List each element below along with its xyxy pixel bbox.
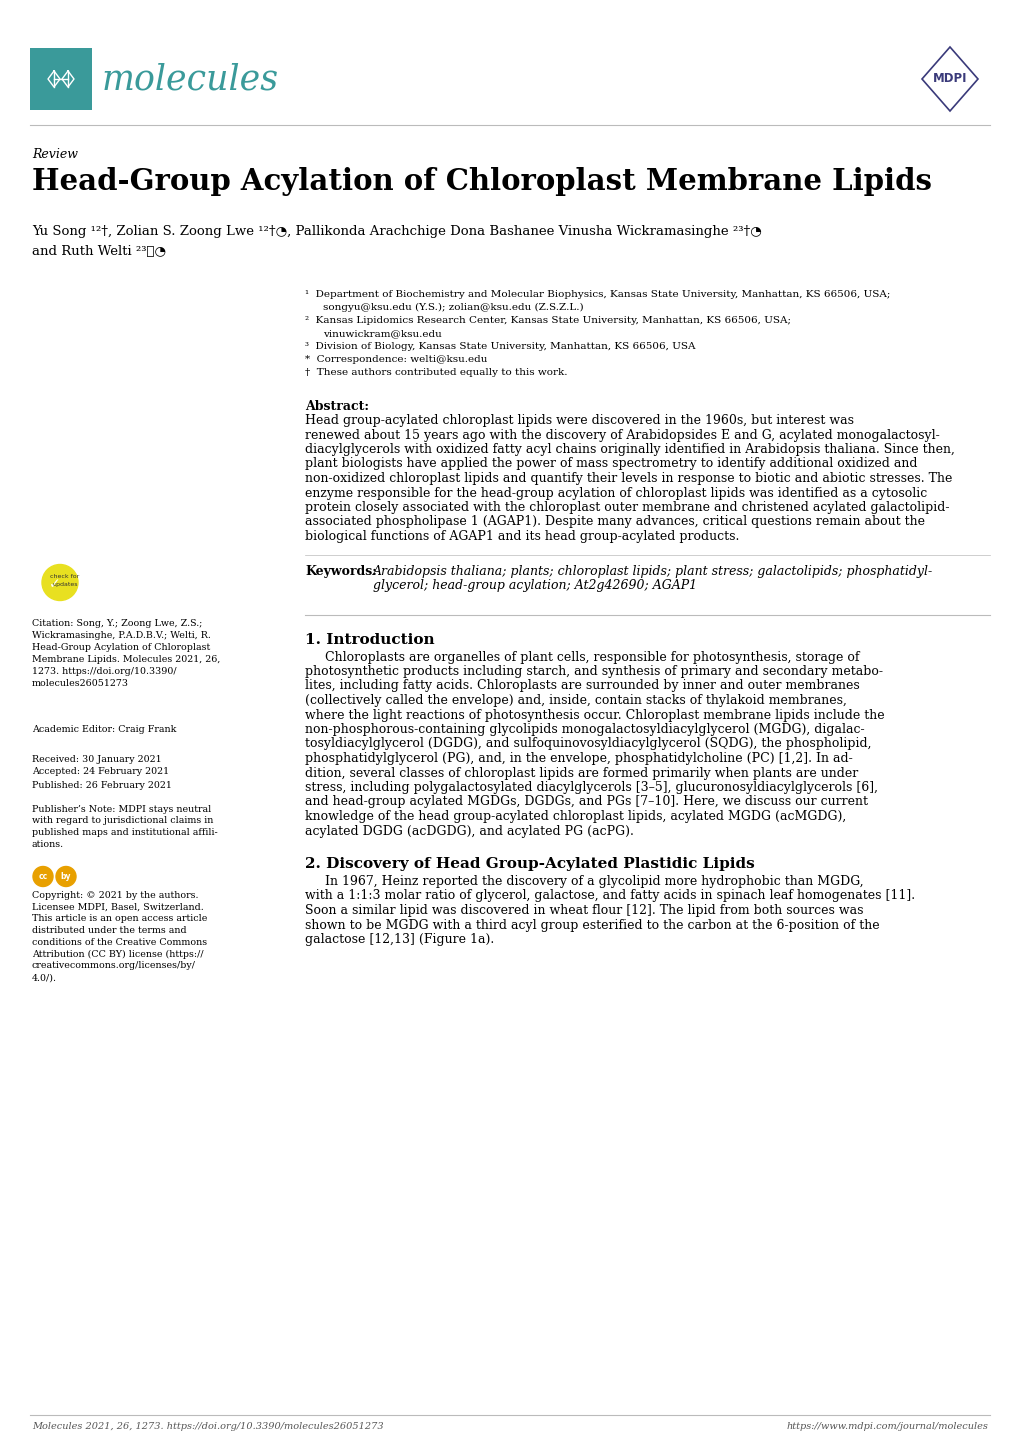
Text: protein closely associated with the chloroplast outer membrane and christened ac: protein closely associated with the chlo… bbox=[305, 500, 949, 513]
Text: https://www.mdpi.com/journal/molecules: https://www.mdpi.com/journal/molecules bbox=[786, 1422, 987, 1430]
Text: galactose [12,13] (Figure 1a).: galactose [12,13] (Figure 1a). bbox=[305, 933, 494, 946]
Text: Molecules 2021, 26, 1273. https://doi.org/10.3390/molecules26051273: Molecules 2021, 26, 1273. https://doi.or… bbox=[32, 1422, 383, 1430]
Text: diacylglycerols with oxidized fatty acyl chains originally identified in Arabido: diacylglycerols with oxidized fatty acyl… bbox=[305, 443, 954, 456]
Text: Accepted: 24 February 2021: Accepted: 24 February 2021 bbox=[32, 767, 169, 776]
Text: ¹  Department of Biochemistry and Molecular Biophysics, Kansas State University,: ¹ Department of Biochemistry and Molecul… bbox=[305, 290, 890, 298]
Text: shown to be MGDG with a third acyl group esterified to the carbon at the 6-posit: shown to be MGDG with a third acyl group… bbox=[305, 919, 878, 932]
Text: ²  Kansas Lipidomics Research Center, Kansas State University, Manhattan, KS 665: ² Kansas Lipidomics Research Center, Kan… bbox=[305, 316, 790, 324]
Text: enzyme responsible for the head-group acylation of chloroplast lipids was identi: enzyme responsible for the head-group ac… bbox=[305, 486, 926, 499]
Text: non-oxidized chloroplast lipids and quantify their levels in response to biotic : non-oxidized chloroplast lipids and quan… bbox=[305, 472, 952, 485]
Text: phosphatidylglycerol (PG), and, in the envelope, phosphatidylcholine (PC) [1,2].: phosphatidylglycerol (PG), and, in the e… bbox=[305, 751, 852, 766]
Text: Publisher’s Note: MDPI stays neutral
with regard to jurisdictional claims in
pub: Publisher’s Note: MDPI stays neutral wit… bbox=[32, 805, 217, 849]
Text: †  These authors contributed equally to this work.: † These authors contributed equally to t… bbox=[305, 368, 567, 376]
Text: (collectively called the envelope) and, inside, contain stacks of thylakoid memb: (collectively called the envelope) and, … bbox=[305, 694, 846, 707]
Text: by: by bbox=[61, 872, 71, 881]
Text: Copyright: © 2021 by the authors.
Licensee MDPI, Basel, Switzerland.
This articl: Copyright: © 2021 by the authors. Licens… bbox=[32, 891, 207, 982]
Text: Keywords:: Keywords: bbox=[305, 564, 376, 577]
Text: check for: check for bbox=[50, 574, 79, 580]
Text: photosynthetic products including starch, and synthesis of primary and secondary: photosynthetic products including starch… bbox=[305, 665, 882, 678]
Text: songyu@ksu.edu (Y.S.); zolian@ksu.edu (Z.S.Z.L.): songyu@ksu.edu (Y.S.); zolian@ksu.edu (Z… bbox=[323, 303, 583, 311]
Text: lites, including fatty acids. Chloroplasts are surrounded by inner and outer mem: lites, including fatty acids. Chloroplas… bbox=[305, 679, 859, 692]
Text: where the light reactions of photosynthesis occur. Chloroplast membrane lipids i: where the light reactions of photosynthe… bbox=[305, 708, 883, 721]
Text: plant biologists have applied the power of mass spectrometry to identify additio: plant biologists have applied the power … bbox=[305, 457, 917, 470]
Text: cc: cc bbox=[39, 872, 48, 881]
Text: vinuwickram@ksu.edu: vinuwickram@ksu.edu bbox=[323, 329, 441, 337]
Text: acylated DGDG (acDGDG), and acylated PG (acPG).: acylated DGDG (acDGDG), and acylated PG … bbox=[305, 825, 633, 838]
Text: dition, several classes of chloroplast lipids are formed primarily when plants a: dition, several classes of chloroplast l… bbox=[305, 767, 857, 780]
Text: Head-Group Acylation of Chloroplast Membrane Lipids: Head-Group Acylation of Chloroplast Memb… bbox=[32, 167, 931, 196]
Text: biological functions of AGAP1 and its head group-acylated products.: biological functions of AGAP1 and its he… bbox=[305, 531, 739, 544]
Bar bbox=[30, 48, 92, 110]
Text: tosyldiacylglycerol (DGDG), and sulfoquinovosyldiacylglycerol (SQDG), the phosph: tosyldiacylglycerol (DGDG), and sulfoqui… bbox=[305, 737, 870, 750]
Text: Received: 30 January 2021: Received: 30 January 2021 bbox=[32, 754, 161, 763]
Text: knowledge of the head group-acylated chloroplast lipids, acylated MGDG (acMGDG),: knowledge of the head group-acylated chl… bbox=[305, 810, 846, 823]
Text: Soon a similar lipid was discovered in wheat flour [12]. The lipid from both sou: Soon a similar lipid was discovered in w… bbox=[305, 904, 863, 917]
Text: Head group-acylated chloroplast lipids were discovered in the 1960s, but interes: Head group-acylated chloroplast lipids w… bbox=[305, 414, 853, 427]
Text: ✓: ✓ bbox=[49, 577, 61, 591]
Text: with a 1:1:3 molar ratio of glycerol, galactose, and fatty acids in spinach leaf: with a 1:1:3 molar ratio of glycerol, ga… bbox=[305, 890, 914, 903]
Text: MDPI: MDPI bbox=[931, 72, 966, 85]
Text: 1. Introduction: 1. Introduction bbox=[305, 633, 434, 646]
Text: and Ruth Welti ²³⋆◔: and Ruth Welti ²³⋆◔ bbox=[32, 245, 166, 258]
Text: Review: Review bbox=[32, 149, 77, 162]
Text: Citation: Song, Y.; Zoong Lwe, Z.S.;
Wickramasinghe, P.A.D.B.V.; Welti, R.
Head-: Citation: Song, Y.; Zoong Lwe, Z.S.; Wic… bbox=[32, 620, 220, 688]
Text: stress, including polygalactosylated diacylglycerols [3–5], glucuronosyldiacylgl: stress, including polygalactosylated dia… bbox=[305, 782, 877, 795]
Text: molecules: molecules bbox=[102, 62, 279, 97]
Text: 2. Discovery of Head Group-Acylated Plastidic Lipids: 2. Discovery of Head Group-Acylated Plas… bbox=[305, 857, 754, 871]
Text: *  Correspondence: welti@ksu.edu: * Correspondence: welti@ksu.edu bbox=[305, 355, 487, 363]
Text: updates: updates bbox=[52, 583, 77, 587]
Text: associated phospholipase 1 (AGAP1). Despite many advances, critical questions re: associated phospholipase 1 (AGAP1). Desp… bbox=[305, 515, 924, 529]
Text: renewed about 15 years ago with the discovery of Arabidopsides E and G, acylated: renewed about 15 years ago with the disc… bbox=[305, 428, 938, 441]
Text: Abstract:: Abstract: bbox=[305, 399, 369, 412]
Text: Yu Song ¹²†, Zolian S. Zoong Lwe ¹²†◔, Pallikonda Arachchige Dona Bashanee Vinus: Yu Song ¹²†, Zolian S. Zoong Lwe ¹²†◔, P… bbox=[32, 225, 761, 238]
Circle shape bbox=[56, 867, 76, 887]
Circle shape bbox=[33, 867, 53, 887]
Text: non-phosphorous-containing glycolipids monogalactosyldiacylglycerol (MGDG), diga: non-phosphorous-containing glycolipids m… bbox=[305, 722, 864, 735]
Text: Chloroplasts are organelles of plant cells, responsible for photosynthesis, stor: Chloroplasts are organelles of plant cel… bbox=[305, 650, 859, 663]
Text: Published: 26 February 2021: Published: 26 February 2021 bbox=[32, 780, 172, 790]
Text: Arabidopsis thaliana; plants; chloroplast lipids; plant stress; galactolipids; p: Arabidopsis thaliana; plants; chloroplas… bbox=[373, 564, 932, 593]
Text: and head-group acylated MGDGs, DGDGs, and PGs [7–10]. Here, we discuss our curre: and head-group acylated MGDGs, DGDGs, an… bbox=[305, 796, 867, 809]
Circle shape bbox=[42, 564, 77, 600]
Text: In 1967, Heinz reported the discovery of a glycolipid more hydrophobic than MGDG: In 1967, Heinz reported the discovery of… bbox=[305, 875, 863, 888]
Text: Academic Editor: Craig Frank: Academic Editor: Craig Frank bbox=[32, 724, 176, 734]
Text: ³  Division of Biology, Kansas State University, Manhattan, KS 66506, USA: ³ Division of Biology, Kansas State Univ… bbox=[305, 342, 695, 350]
